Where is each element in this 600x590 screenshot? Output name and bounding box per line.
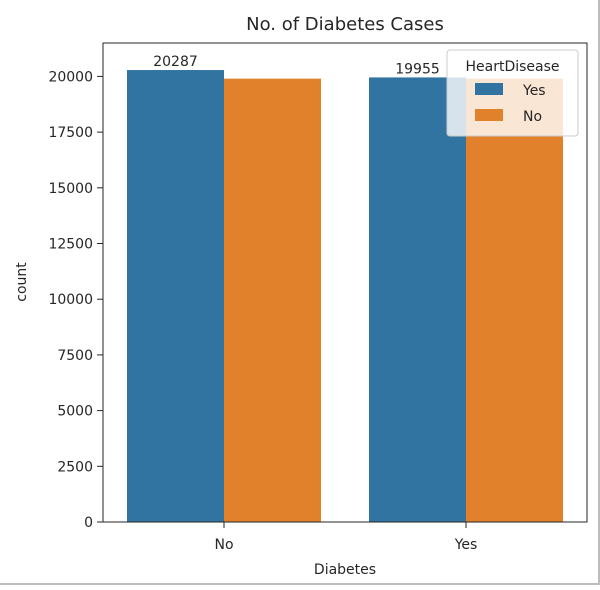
bar-yes-yes bbox=[369, 77, 466, 522]
legend-title: HeartDisease bbox=[465, 59, 559, 75]
y-tick-label: 7500 bbox=[57, 348, 93, 364]
y-tick-label: 0 bbox=[84, 515, 93, 531]
legend-label-yes: Yes bbox=[522, 83, 546, 99]
y-ticks-layer: 0 2500 5000 7500 10000 12500 15000 17500 20000 bbox=[48, 69, 103, 531]
chart-title: No. of Diabetes Cases bbox=[246, 14, 444, 35]
bar-no-no bbox=[224, 78, 321, 522]
y-tick-label: 15000 bbox=[48, 181, 93, 197]
y-tick-label: 12500 bbox=[48, 237, 93, 253]
window-edge-right bbox=[598, 0, 600, 585]
y-tick-label: 20000 bbox=[48, 69, 93, 85]
data-labels-layer: 20287 19955 bbox=[153, 54, 440, 77]
plot-frame bbox=[102, 42, 588, 523]
bars-layer bbox=[127, 70, 563, 523]
data-label-yes: 19955 bbox=[395, 61, 440, 77]
legend-swatch-yes bbox=[475, 83, 503, 95]
y-axis-label: count bbox=[14, 262, 30, 302]
legend: HeartDisease Yes No bbox=[446, 49, 579, 137]
bar-yes-no bbox=[466, 78, 563, 522]
y-tick-label: 10000 bbox=[48, 292, 93, 308]
window-edge-bottom bbox=[0, 583, 600, 585]
y-tick-label: 17500 bbox=[48, 125, 93, 141]
x-ticks-layer: No Yes bbox=[214, 522, 477, 553]
bar-no-yes bbox=[127, 70, 224, 523]
data-label-no: 20287 bbox=[153, 54, 198, 70]
y-tick-label: 5000 bbox=[57, 404, 93, 420]
legend-label-no: No bbox=[523, 109, 542, 125]
x-tick-label-no: No bbox=[214, 537, 233, 553]
x-axis-label: Diabetes bbox=[314, 562, 376, 578]
x-tick-label-yes: Yes bbox=[454, 537, 478, 553]
y-tick-label: 2500 bbox=[57, 459, 93, 475]
legend-swatch-no bbox=[475, 109, 503, 121]
